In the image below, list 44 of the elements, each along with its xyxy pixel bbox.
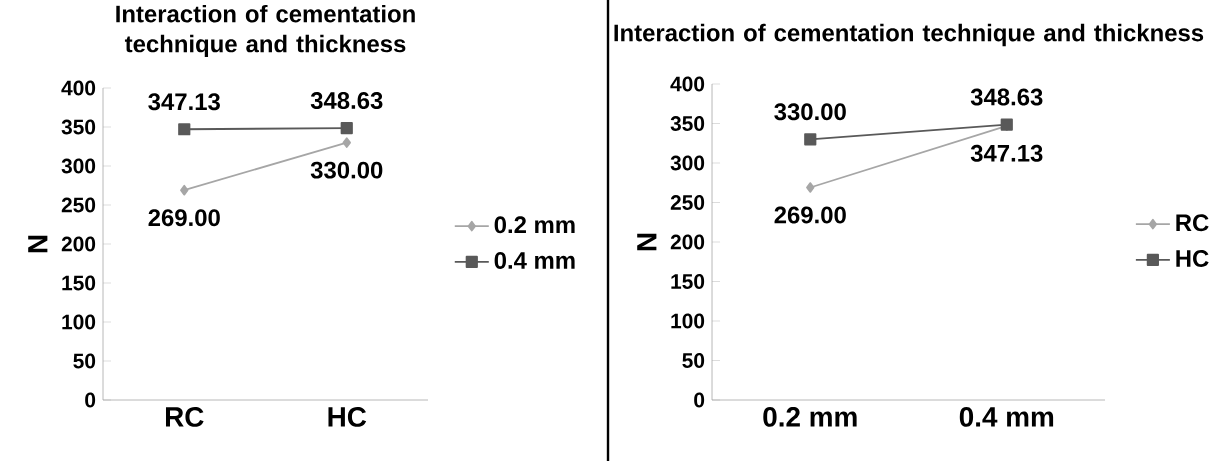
x-tick-label: RC bbox=[165, 407, 204, 427]
y-tick-label: 50 bbox=[682, 353, 705, 368]
legend-label: 0.2 mm bbox=[494, 216, 575, 234]
y-tick-label: 150 bbox=[671, 274, 705, 289]
y-tick-label: 350 bbox=[670, 116, 705, 131]
y-tick-label: 200 bbox=[61, 236, 96, 252]
data-label: 269.00 bbox=[148, 209, 220, 227]
chart-title: Interaction of cementation technique and thickness bbox=[116, 4, 415, 58]
y-tick-label: 300 bbox=[670, 155, 705, 171]
data-label: 347.13 bbox=[970, 144, 1043, 162]
data-label: 347.13 bbox=[148, 93, 220, 111]
data-label: 269.00 bbox=[774, 206, 846, 224]
y-tick-label: 100 bbox=[671, 313, 705, 329]
y-tick-label: 300 bbox=[61, 158, 96, 174]
y-tick-label: 400 bbox=[670, 76, 705, 92]
y-tick-label: 0 bbox=[694, 392, 705, 408]
y-tick-label: 200 bbox=[670, 234, 705, 250]
legend-label: 0.4 mm bbox=[494, 252, 575, 269]
data-label: 330.00 bbox=[774, 103, 846, 121]
y-tick-label: 0 bbox=[85, 392, 96, 408]
y-tick-label: 250 bbox=[61, 197, 96, 213]
legend-label: HC bbox=[1176, 250, 1209, 267]
y-axis-title: N bbox=[637, 233, 657, 251]
x-tick-label: HC bbox=[328, 407, 367, 427]
y-tick-label: 100 bbox=[62, 314, 96, 330]
point bbox=[180, 184, 189, 196]
data-label: 348.63 bbox=[970, 88, 1043, 106]
point bbox=[178, 123, 191, 136]
y-tick-label: 400 bbox=[61, 80, 96, 96]
data-label: 330.00 bbox=[310, 161, 383, 179]
point bbox=[806, 182, 815, 193]
y-axis-title: N bbox=[28, 235, 48, 253]
y-tick-label: 350 bbox=[61, 119, 96, 135]
x-tick-label: 0.4 mm bbox=[959, 407, 1054, 427]
point bbox=[340, 121, 353, 135]
chart-title: Interaction of cementation technique and thickness bbox=[614, 23, 1204, 47]
point bbox=[342, 137, 351, 148]
y-tick-label: 50 bbox=[73, 353, 96, 369]
y-tick-label: 250 bbox=[670, 195, 705, 210]
point bbox=[804, 133, 817, 146]
y-tick-label: 150 bbox=[62, 275, 96, 291]
x-tick-label: 0.2 mm bbox=[763, 407, 857, 427]
legend-label: RC bbox=[1176, 214, 1209, 232]
data-label: 348.63 bbox=[310, 92, 383, 110]
